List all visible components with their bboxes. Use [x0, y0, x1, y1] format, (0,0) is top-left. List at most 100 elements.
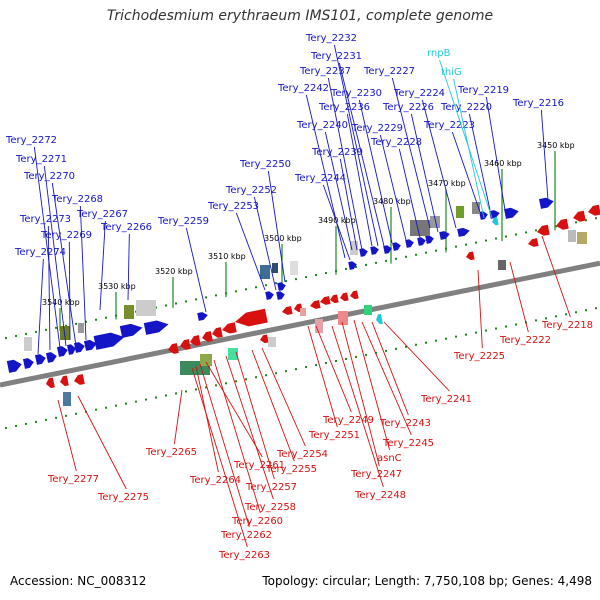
gene-label-tery_2245: Tery_2245	[382, 438, 434, 449]
reverse-gene-arrow	[528, 238, 539, 247]
rna-gene-arrow	[376, 313, 383, 325]
reverse-gene-arrow	[466, 251, 475, 261]
gene-leader-line	[173, 389, 183, 445]
gene-leader-line	[509, 261, 529, 333]
annotation-box	[410, 220, 430, 236]
gene-leader-line	[333, 44, 379, 247]
forward-gene-arrow	[425, 235, 434, 244]
forward-gene-arrow	[119, 323, 143, 338]
gene-leader-line	[421, 99, 457, 229]
annotation-box	[228, 348, 238, 360]
gene-label-tery_2271: Tery_2271	[15, 154, 67, 165]
gene-label-tery_2236: Tery_2236	[318, 102, 370, 113]
annotation-box	[260, 265, 270, 279]
gene-leader-line	[235, 212, 266, 291]
gene-label-asnc: asnC	[377, 453, 402, 464]
gene-label-tery_2264: Tery_2264	[189, 475, 241, 486]
kbp-label: 3470 kbp	[428, 179, 466, 188]
kbp-label: 3500 kbp	[264, 234, 302, 243]
accession-label: Accession: NC_008312	[10, 574, 147, 588]
annotation-box	[350, 241, 358, 255]
annotation-box	[315, 319, 323, 333]
gene-leader-line	[185, 227, 207, 313]
gene-label-tery_2267: Tery_2267	[76, 209, 128, 220]
annotation-box	[364, 305, 372, 315]
gene-label-tery_2263: Tery_2263	[218, 550, 270, 561]
gene-leader-line	[541, 235, 571, 318]
gene-leader-line	[485, 96, 506, 211]
kbp-label: 3480 kbp	[373, 197, 411, 206]
gene-leader-line	[327, 77, 363, 251]
gene-label-tery_2272: Tery_2272	[5, 135, 57, 146]
gene-leader-line	[43, 165, 67, 347]
forward-gene-arrow	[370, 246, 379, 255]
genome-backbone	[0, 260, 600, 388]
gene-label-tery_2275: Tery_2275	[97, 492, 149, 503]
gene-label-tery_2237: Tery_2237	[299, 66, 351, 77]
annotation-box	[78, 323, 84, 333]
forward-gene-arrow	[479, 211, 488, 220]
gene-leader-line	[51, 182, 77, 347]
gene-label-tery_2268: Tery_2268	[51, 194, 103, 205]
gene-label-tery_2220: Tery_2220	[440, 102, 492, 113]
annotation-box	[63, 392, 71, 406]
gene-label-tery_2239: Tery_2239	[311, 147, 363, 158]
reverse-gene-arrow	[74, 374, 85, 385]
annotation-box	[136, 300, 156, 316]
forward-gene-arrow	[197, 312, 208, 321]
gene-leader-line	[77, 395, 127, 490]
reverse-gene-arrow	[168, 343, 179, 354]
gene-leader-line	[439, 59, 493, 219]
forward-gene-arrow	[417, 237, 426, 246]
gene-leader-line	[37, 258, 44, 355]
forward-gene-arrow	[392, 242, 401, 251]
gene-label-tery_2229: Tery_2229	[351, 123, 403, 134]
gene-leader-line	[338, 62, 385, 247]
gene-leader-line	[267, 170, 286, 283]
reverse-gene-arrow	[556, 218, 569, 230]
gene-leader-line	[468, 113, 491, 211]
reverse-gene-arrow	[330, 294, 339, 304]
gene-label-tery_2225: Tery_2225	[453, 351, 505, 362]
gene-leader-line	[339, 158, 358, 251]
gene-label-tery_2216: Tery_2216	[512, 98, 564, 109]
gene-leader-line	[341, 321, 380, 467]
gene-leader-line	[251, 349, 295, 462]
forward-gene-arrow	[143, 320, 169, 335]
gene-label-tery_2242: Tery_2242	[277, 83, 329, 94]
gene-label-tery_2227: Tery_2227	[363, 66, 415, 77]
annotation-box	[300, 308, 306, 316]
gene-label-tery_2222: Tery_2222	[499, 335, 551, 346]
reverse-gene-arrow	[212, 327, 223, 338]
annotation-box	[472, 202, 480, 214]
gene-label-tery_2270: Tery_2270	[23, 171, 75, 182]
gene-leader-line	[213, 359, 261, 514]
gene-leader-line	[191, 367, 248, 548]
reverse-gene-arrow	[202, 331, 213, 342]
forward-gene-arrow	[457, 227, 470, 237]
gene-label-tery_2247: Tery_2247	[350, 469, 402, 480]
forward-gene-arrow	[67, 344, 76, 355]
gene-label-tery_2248: Tery_2248	[354, 490, 406, 501]
gene-label-tery_2262: Tery_2262	[220, 530, 272, 541]
forward-gene-arrow	[35, 354, 46, 365]
gene-label-tery_2223: Tery_2223	[423, 120, 475, 131]
gene-label-tery_2230: Tery_2230	[330, 88, 382, 99]
reverse-gene-arrow	[282, 306, 293, 315]
gene-leader-line	[199, 363, 250, 528]
gene-leader-line	[225, 355, 274, 500]
kbp-label: 3530 kbp	[98, 282, 136, 291]
gene-leader-line	[451, 131, 481, 213]
reverse-gene-arrow	[588, 204, 600, 216]
gene-label-tery_2252: Tery_2252	[225, 185, 277, 196]
forward-gene-arrow	[46, 352, 57, 363]
annotation-box	[60, 326, 70, 340]
annotation-box	[568, 230, 576, 242]
gene-label-tery_2260: Tery_2260	[231, 516, 283, 527]
gene-label-tery_2240: Tery_2240	[296, 120, 348, 131]
gene-label-tery_2250: Tery_2250	[239, 159, 291, 170]
gene-label-rnpb: rnpB	[427, 48, 451, 59]
gene-label-tery_2218: Tery_2218	[541, 320, 593, 331]
forward-gene-arrow	[277, 282, 286, 291]
forward-gene-arrow	[6, 359, 22, 373]
